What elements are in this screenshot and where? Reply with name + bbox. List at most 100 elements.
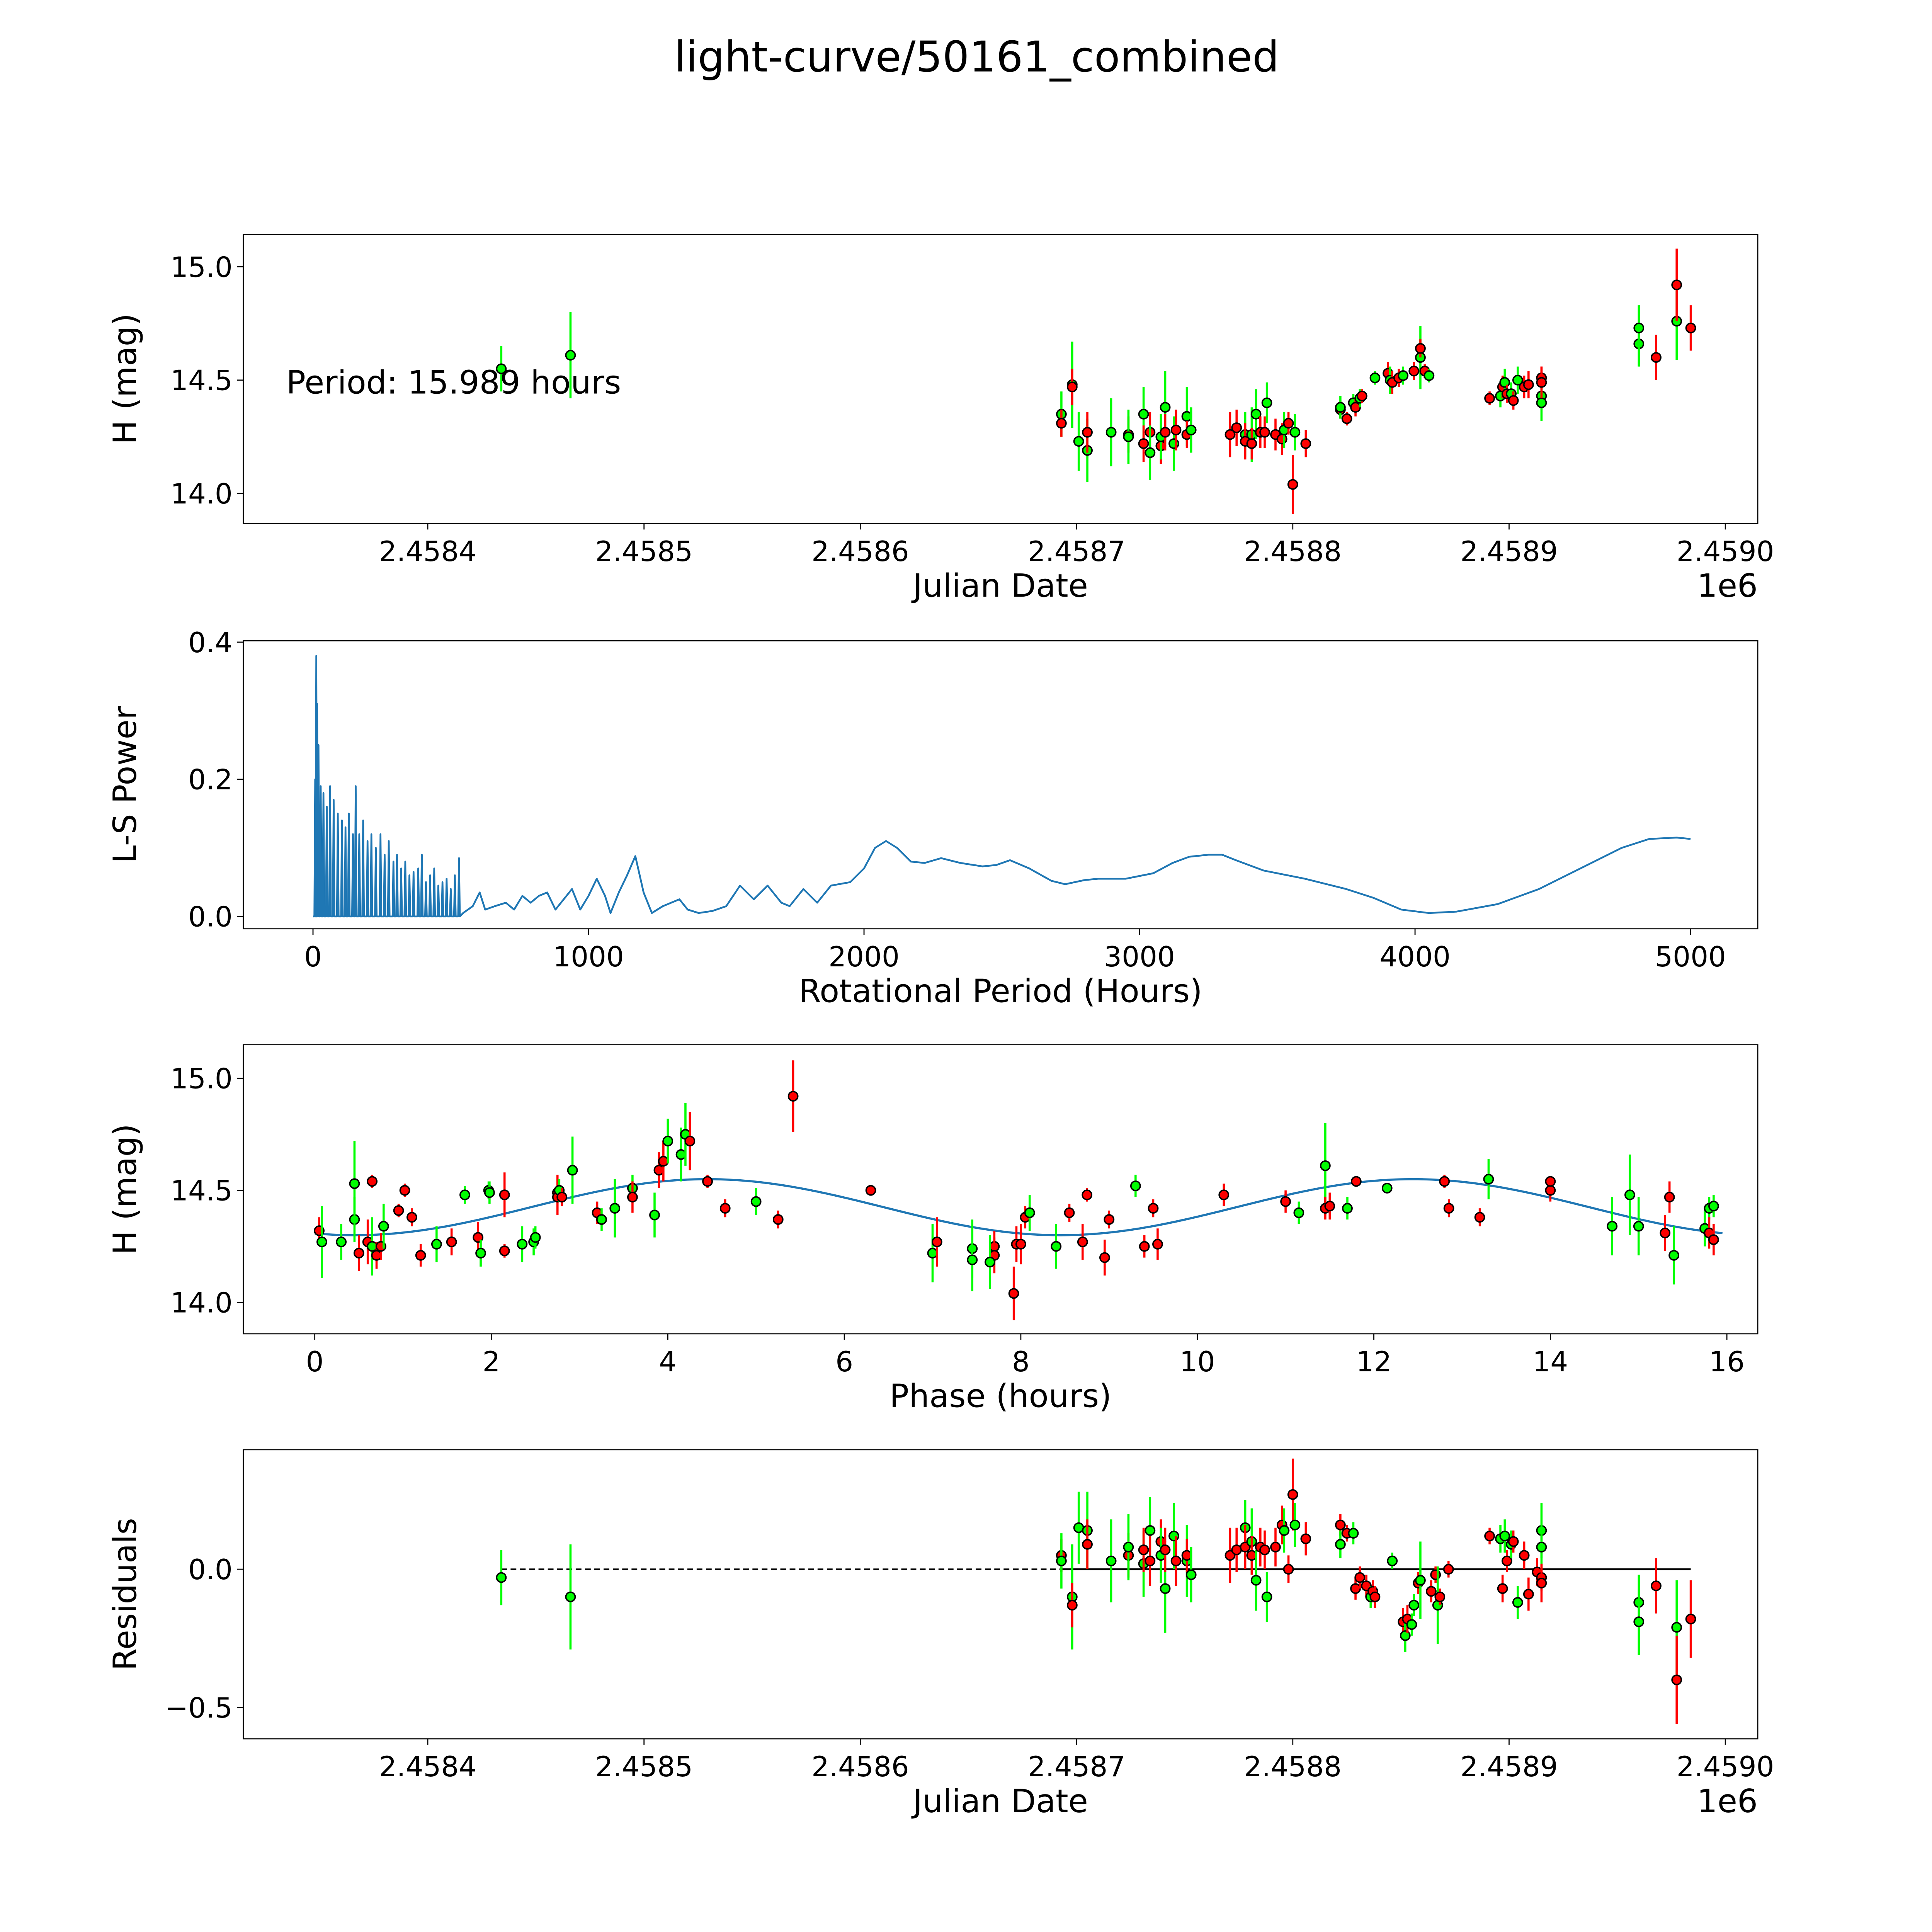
data-point: [499, 1245, 510, 1257]
data-point: [609, 1203, 621, 1214]
axes-frame: [243, 640, 1759, 930]
data-point: [565, 350, 576, 361]
data-point: [1145, 447, 1156, 458]
data-point: [1350, 1176, 1362, 1187]
data-point: [1708, 1234, 1719, 1245]
data-point: [1008, 1288, 1019, 1299]
data-point: [1099, 1252, 1110, 1263]
axes-frame: [243, 234, 1759, 524]
x-tick-label: 2.4586: [811, 1751, 909, 1783]
axes-frame: [243, 1449, 1759, 1740]
data-point: [1279, 1525, 1290, 1536]
data-point: [1082, 427, 1093, 438]
data-point: [1250, 408, 1262, 420]
y-tick-label: 14.0: [170, 1287, 233, 1320]
period-annotation: Period: 15.989 hours: [286, 364, 621, 401]
data-point: [1387, 1555, 1398, 1566]
data-point: [1536, 397, 1547, 408]
data-point: [1408, 366, 1420, 377]
data-point: [1607, 1221, 1618, 1232]
data-point: [1145, 1555, 1156, 1566]
y-tick-label: 15.0: [170, 1063, 233, 1095]
data-point: [1536, 1578, 1547, 1588]
y-tick-label: −0.5: [165, 1692, 232, 1725]
data-point: [1501, 1555, 1512, 1566]
data-point: [1160, 1544, 1171, 1555]
data-point: [349, 1178, 360, 1189]
x-axis-label: Julian Date: [911, 1782, 1088, 1820]
data-point: [530, 1232, 541, 1243]
x-tick-label: 2.4584: [379, 536, 477, 568]
x-tick-label: 10: [1180, 1346, 1215, 1378]
data-point: [1523, 1588, 1534, 1600]
x-offset-label: 1e6: [1697, 567, 1758, 604]
data-point: [1170, 1555, 1182, 1566]
data-point: [1415, 343, 1426, 354]
light-curve-panel: 2.4584 2.4585 2.4586 2.4587 2.4588 2.4589 2.45…: [106, 234, 1774, 604]
data-point: [1474, 1212, 1485, 1223]
data-point: [1066, 1600, 1078, 1611]
x-tick-label: 6: [835, 1346, 853, 1378]
data-point: [1443, 1203, 1454, 1214]
data-point: [1283, 1564, 1294, 1575]
x-tick-label: 5000: [1655, 941, 1726, 973]
x-offset-label: 1e6: [1697, 1782, 1758, 1820]
data-point: [1423, 370, 1435, 381]
data-point: [1152, 1238, 1163, 1250]
data-point: [1633, 322, 1645, 333]
x-tick-label: 2.4584: [379, 1751, 477, 1783]
data-point: [1160, 427, 1171, 438]
data-point: [596, 1214, 607, 1225]
data-point: [1651, 352, 1662, 363]
x-tick-label: 2.4588: [1244, 536, 1342, 568]
data-point: [459, 1189, 470, 1201]
y-tick-label: 14.5: [170, 365, 233, 397]
y-tick-label: 0.4: [188, 627, 233, 659]
data-point: [1671, 1674, 1682, 1685]
data-point: [496, 363, 507, 374]
periodogram-panel: 0 1000 2000 3000 4000 5000 0.0 0.2 0.4 Rotational…: [106, 627, 1759, 1010]
data-point: [406, 1212, 417, 1223]
data-point: [1499, 1531, 1510, 1542]
y-axis-label: H (mag): [106, 1124, 144, 1255]
x-tick-label: 4: [659, 1346, 677, 1378]
data-point: [484, 1187, 495, 1198]
data-point: [378, 1221, 389, 1232]
data-point: [1335, 402, 1346, 413]
data-point: [1356, 390, 1367, 401]
data-point: [1651, 1580, 1662, 1591]
data-point: [567, 1165, 578, 1176]
data-point: [496, 1572, 507, 1583]
data-point: [1259, 427, 1270, 438]
data-point: [1320, 1160, 1331, 1171]
data-point: [772, 1214, 784, 1225]
y-axis-label: Residuals: [106, 1518, 144, 1670]
data-point: [1335, 1519, 1346, 1531]
data-point: [1056, 418, 1067, 429]
y-tick-label: 0.0: [188, 1554, 233, 1586]
data-point: [1225, 429, 1236, 440]
residuals-panel: 2.4584 2.4585 2.4586 2.4587 2.4588 2.4589 2.45…: [106, 1449, 1774, 1820]
y-tick-label: 14.5: [170, 1175, 233, 1208]
data-point: [1545, 1185, 1556, 1196]
data-point: [1536, 377, 1547, 388]
data-point: [1400, 1630, 1411, 1641]
x-tick-label: 2.4590: [1677, 1751, 1774, 1783]
y-tick-label: 14.0: [170, 478, 233, 510]
data-point: [371, 1250, 382, 1261]
data-point: [675, 1149, 687, 1160]
axes-frame: [243, 1044, 1759, 1335]
data-point: [1231, 422, 1242, 433]
data-point: [1497, 1583, 1508, 1594]
x-tick-label: 3000: [1104, 941, 1175, 973]
x-tick-label: 2000: [828, 941, 900, 973]
data-point: [1283, 418, 1294, 429]
data-point: [1415, 1575, 1426, 1586]
data-point: [967, 1254, 978, 1265]
data-point: [1523, 379, 1534, 390]
data-point: [1300, 438, 1311, 449]
data-point: [1300, 1533, 1311, 1544]
data-point: [658, 1156, 669, 1167]
data-point: [1160, 1583, 1171, 1594]
data-point: [1508, 395, 1519, 406]
